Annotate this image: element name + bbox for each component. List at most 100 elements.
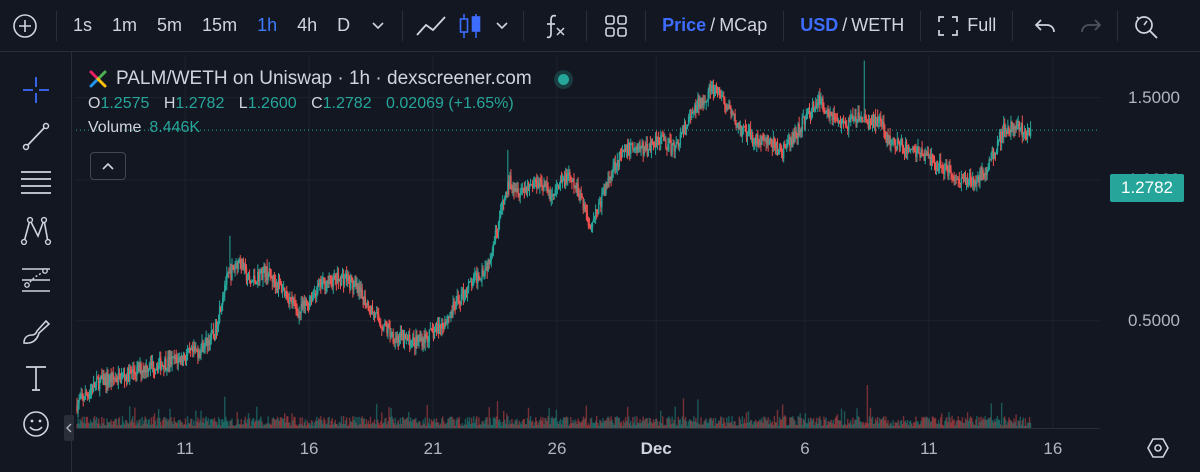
candle-body bbox=[451, 311, 453, 315]
candle-body bbox=[710, 88, 713, 92]
text-tool[interactable] bbox=[14, 358, 58, 398]
collapse-legend-button[interactable] bbox=[90, 152, 126, 180]
candle-body bbox=[895, 148, 897, 150]
emoji-tool[interactable] bbox=[14, 404, 58, 444]
collapse-toolbar-button[interactable] bbox=[64, 415, 74, 441]
layouts-button[interactable] bbox=[593, 8, 639, 44]
volume-bars bbox=[76, 385, 1032, 428]
volume-bar bbox=[125, 420, 128, 428]
volume-bar bbox=[622, 420, 625, 428]
volume-bar bbox=[502, 410, 505, 428]
volume-bar bbox=[1005, 419, 1007, 428]
volume-bar bbox=[385, 417, 387, 428]
interval-1s[interactable]: 1s bbox=[73, 15, 93, 35]
volume-bar bbox=[779, 419, 782, 428]
fib-tool[interactable] bbox=[14, 162, 58, 202]
chart-settings-button[interactable] bbox=[1146, 436, 1170, 465]
candle-body bbox=[748, 128, 751, 131]
volume-bar bbox=[538, 422, 540, 428]
candle-body bbox=[1013, 126, 1015, 130]
volume-bar bbox=[274, 419, 277, 428]
candle-body bbox=[379, 321, 381, 325]
volume-bar bbox=[424, 417, 426, 428]
candle-body bbox=[667, 144, 669, 149]
line-chart-button[interactable] bbox=[409, 8, 453, 44]
interval-5m[interactable]: 5m bbox=[157, 15, 183, 35]
undo-button[interactable] bbox=[1019, 8, 1071, 44]
volume-bar bbox=[307, 423, 310, 428]
crosshair-tool[interactable] bbox=[14, 70, 58, 110]
volume-bar bbox=[308, 422, 311, 428]
chart-grid bbox=[76, 55, 1100, 428]
volume-bar bbox=[761, 417, 763, 428]
candle-body bbox=[178, 357, 181, 359]
interval-4h[interactable]: 4h bbox=[297, 15, 318, 35]
candle-body bbox=[869, 121, 872, 123]
add-indicator-button[interactable] bbox=[0, 8, 50, 44]
candle-body bbox=[744, 127, 747, 132]
currency-toggle[interactable]: USD / WETH bbox=[790, 8, 914, 44]
candle-body bbox=[591, 221, 594, 227]
quick-search-button[interactable] bbox=[1124, 8, 1168, 44]
candle-body bbox=[932, 158, 935, 160]
volume-bar bbox=[568, 425, 570, 428]
interval-1m[interactable]: 1m bbox=[112, 15, 138, 35]
candle-body bbox=[913, 147, 915, 151]
candle-body bbox=[184, 359, 187, 361]
candle-body bbox=[317, 283, 319, 294]
candle-body bbox=[681, 128, 684, 133]
candle-body bbox=[99, 379, 101, 390]
chart-type-dropdown[interactable] bbox=[487, 8, 517, 44]
intervals-dropdown[interactable] bbox=[360, 8, 396, 44]
fullscreen-button[interactable]: Full bbox=[927, 8, 1006, 44]
price-chart[interactable] bbox=[76, 55, 1100, 428]
candle-body bbox=[678, 144, 681, 147]
brush-tool[interactable] bbox=[14, 312, 58, 352]
redo-button[interactable] bbox=[1071, 8, 1111, 44]
volume-bar bbox=[748, 422, 751, 428]
volume-bar bbox=[146, 423, 148, 428]
volume-bar bbox=[230, 420, 232, 428]
candle-body bbox=[701, 97, 703, 108]
volume-bar bbox=[756, 422, 758, 428]
live-status-dot bbox=[557, 73, 569, 85]
indicators-button[interactable] bbox=[530, 8, 580, 44]
interval-1h[interactable]: 1h bbox=[257, 15, 278, 35]
usd-option[interactable]: USD bbox=[800, 15, 839, 35]
price-mcap-toggle[interactable]: Price / MCap bbox=[652, 8, 777, 44]
volume-bar bbox=[349, 417, 351, 428]
candle-body bbox=[183, 355, 186, 360]
candle-body bbox=[98, 378, 100, 390]
trend-line-tool[interactable] bbox=[14, 116, 58, 156]
volume-bar bbox=[318, 418, 320, 428]
volume-bar bbox=[141, 417, 143, 428]
candle-body bbox=[458, 300, 460, 303]
volume-bar bbox=[647, 423, 650, 428]
candle-body bbox=[348, 275, 350, 277]
candles-chart-button[interactable] bbox=[453, 8, 487, 44]
interval-15m[interactable]: 15m bbox=[202, 15, 238, 35]
volume-bar bbox=[934, 417, 937, 428]
candle-body bbox=[535, 179, 537, 181]
candle-body bbox=[322, 277, 324, 283]
volume-bar bbox=[781, 404, 784, 428]
pattern-tool[interactable] bbox=[14, 210, 58, 250]
weth-option[interactable]: WETH bbox=[851, 15, 905, 35]
candle-body bbox=[147, 369, 150, 373]
volume-bar bbox=[907, 425, 910, 428]
time-axis[interactable]: 11 16 21 26 Dec 6 11 16 bbox=[76, 428, 1100, 472]
mcap-option[interactable]: MCap bbox=[719, 15, 768, 35]
prediction-tool[interactable] bbox=[14, 260, 58, 300]
candle-body bbox=[493, 242, 496, 244]
candle-body bbox=[326, 280, 328, 288]
candle-body bbox=[920, 148, 922, 157]
price-option[interactable]: Price bbox=[662, 15, 707, 35]
candle-body bbox=[727, 108, 729, 110]
volume-bar bbox=[115, 418, 117, 428]
candle-body bbox=[661, 134, 663, 137]
volume-bar bbox=[727, 422, 729, 428]
candle-body bbox=[483, 275, 485, 277]
candle-body bbox=[323, 277, 325, 279]
interval-d[interactable]: D bbox=[337, 15, 351, 35]
